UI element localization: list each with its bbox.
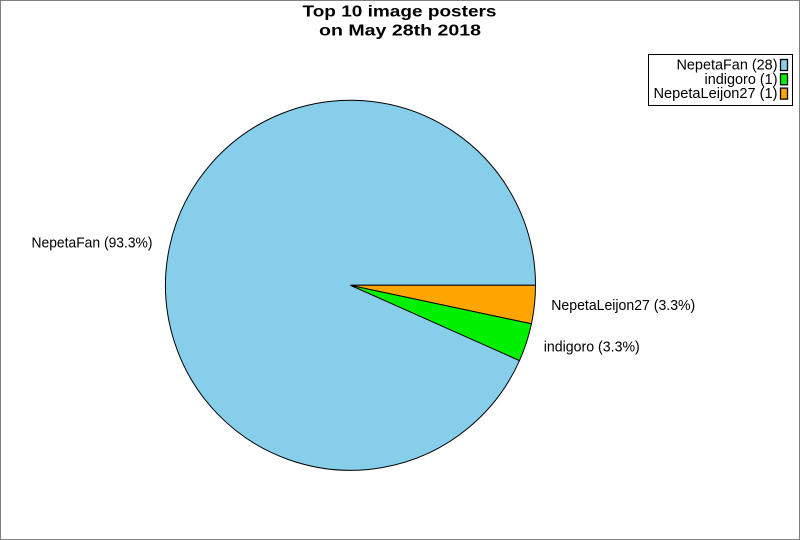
svg-text:NepetaFan (93.3%): NepetaFan (93.3%)	[32, 236, 153, 252]
svg-text:indigoro (1): indigoro (1)	[705, 72, 778, 88]
svg-text:NepetaLeijon27 (1): NepetaLeijon27 (1)	[654, 86, 778, 102]
svg-text:NepetaFan (28): NepetaFan (28)	[677, 58, 778, 74]
svg-text:indigoro (3.3%): indigoro (3.3%)	[544, 339, 640, 355]
svg-text:Top 10 image posters: Top 10 image posters	[303, 4, 497, 21]
svg-text:on May 28th 2018: on May 28th 2018	[319, 23, 481, 40]
svg-text:NepetaLeijon27 (3.3%): NepetaLeijon27 (3.3%)	[551, 298, 695, 314]
